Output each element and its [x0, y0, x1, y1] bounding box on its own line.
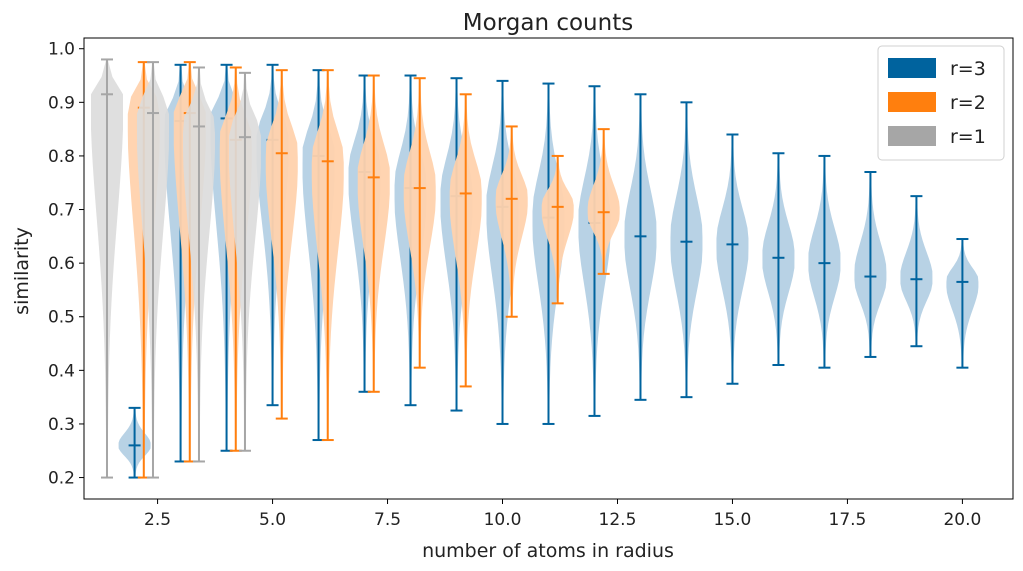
violin-r3-15 [808, 154, 841, 369]
y-tick-label: 0.6 [48, 254, 75, 274]
x-axis-label: number of atoms in radius [422, 540, 674, 562]
y-tick-label: 0.7 [48, 201, 75, 221]
x-tick-label: 5.0 [259, 510, 286, 530]
y-tick-label: 0.5 [48, 308, 75, 328]
plot-area [91, 58, 979, 479]
legend-label: r=1 [950, 126, 986, 148]
y-tick-label: 0.3 [48, 415, 75, 435]
violin-r2-8 [495, 125, 528, 318]
legend-label: r=2 [950, 92, 986, 114]
violin-r3-14 [762, 152, 795, 366]
violin-r1-2 [182, 66, 215, 463]
violin-r2-4 [311, 69, 344, 442]
x-tick-label: 2.5 [144, 510, 171, 530]
violin-r1-0 [91, 58, 123, 479]
x-tick-label: 12.5 [599, 510, 637, 530]
x-tick-label: 10.0 [484, 510, 522, 530]
violin-r2-5 [357, 74, 390, 393]
x-tick-label: 17.5 [829, 510, 867, 530]
chart-title: Morgan counts [463, 10, 633, 36]
legend: r=3 r=2 r=1 [877, 45, 1005, 161]
violin-r3-13 [716, 133, 749, 385]
x-tick-label: 15.0 [714, 510, 752, 530]
violin-r3-18 [946, 238, 979, 369]
y-tick-label: 0.2 [48, 469, 75, 489]
y-tick-label: 0.4 [48, 361, 75, 381]
y-tick-label: 0.9 [48, 93, 75, 113]
y-tick-label: 0.8 [48, 147, 75, 167]
plot-frame [83, 37, 1014, 500]
axes: 2.5 5.0 7.5 10.0 12.5 15.0 17.5 20.0 0.2 0.3 0.4 0.… [48, 37, 1014, 530]
violin-r2-3 [265, 69, 298, 420]
violin-r3-0 [118, 406, 151, 479]
violin-r3-11 [624, 93, 657, 401]
violin-r3-16 [854, 171, 887, 358]
violin-r3-17 [900, 195, 933, 348]
violin-r2-9 [541, 154, 574, 305]
violin-r2-7 [449, 93, 482, 388]
x-tick-label: 7.5 [374, 510, 401, 530]
violin-r1-3 [228, 71, 261, 452]
x-tick-label: 20.0 [943, 510, 981, 530]
violin-r3-12 [670, 101, 703, 399]
violin-r1-1 [136, 61, 169, 479]
violin-r2-10 [587, 128, 620, 275]
legend-swatch [888, 126, 936, 146]
legend-swatch [888, 58, 936, 78]
legend-swatch [888, 92, 936, 112]
violin-r2-6 [403, 77, 436, 369]
legend-label: r=3 [950, 58, 986, 80]
y-axis-label: similarity [11, 227, 33, 315]
y-tick-label: 1.0 [48, 40, 75, 60]
